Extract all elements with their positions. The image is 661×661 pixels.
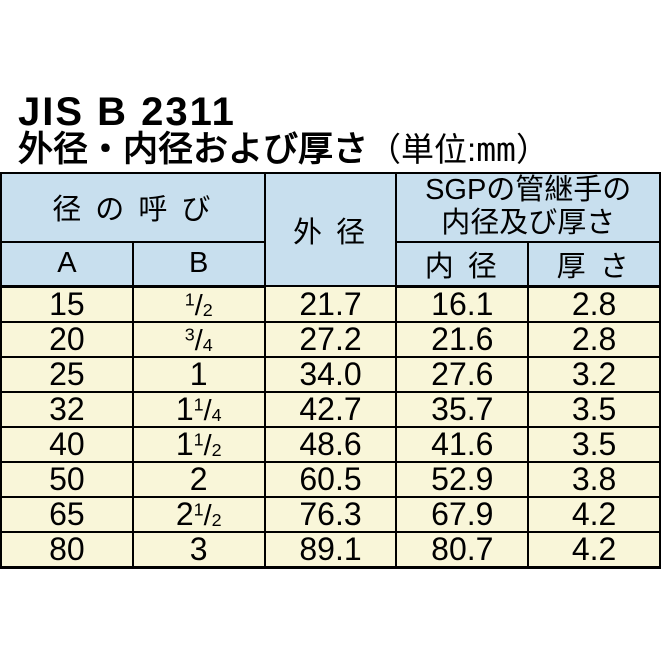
- table-header: 径 の 呼 び 外 径 SGPの管継手の 内径及び厚さ A B 内 径 厚 さ: [0, 171, 661, 288]
- cell-a: 32: [0, 390, 134, 428]
- page-subtitle: 外径・内径および厚さ（単位:mm）: [18, 132, 549, 167]
- unit-mm: mm: [476, 130, 516, 169]
- cell-a: 50: [0, 460, 134, 498]
- b-denominator: 4: [202, 334, 213, 355]
- b-denominator: 2: [211, 509, 222, 530]
- cell-b: 3: [131, 530, 266, 569]
- b-slash: /: [194, 324, 203, 357]
- header-sgp-line2: 内径及び厚さ: [441, 207, 616, 240]
- header-row-1: 径 の 呼 び 外 径 SGPの管継手の 内径及び厚さ: [0, 171, 661, 288]
- table-row: 25 1 34.0 27.6 3.2: [0, 355, 661, 393]
- cell-a: 65: [0, 495, 134, 533]
- cell-thickness: 2.8: [527, 320, 661, 358]
- cell-outer-diameter: 76.3: [263, 495, 398, 533]
- b-numerator: 1: [193, 429, 204, 450]
- cell-b: 11/2: [131, 425, 266, 463]
- cell-b: 2: [131, 460, 266, 498]
- header-inner-diameter: 内 径: [395, 240, 530, 288]
- cell-outer-diameter: 21.7: [263, 285, 398, 323]
- cell-b: 1: [131, 355, 266, 393]
- cell-a: 25: [0, 355, 134, 393]
- cell-outer-diameter: 48.6: [263, 425, 398, 463]
- table-row: 40 11/2 48.6 41.6 3.5: [0, 425, 661, 463]
- table-row: 65 21/2 76.3 67.9 4.2: [0, 495, 661, 533]
- cell-inner-diameter: 41.6: [395, 425, 530, 463]
- header-row-2: A B 内 径 厚 さ: [0, 240, 661, 288]
- cell-a: 40: [0, 425, 134, 463]
- b-numerator: 1: [193, 499, 204, 520]
- b-slash: /: [203, 499, 212, 532]
- b-slash: /: [203, 394, 212, 427]
- b-slash: /: [203, 429, 212, 462]
- subtitle-text: 外径・内径および厚さ: [18, 130, 369, 169]
- header-col-a: A: [0, 240, 134, 288]
- table-row: 15 1/2 21.7 16.1 2.8: [0, 285, 661, 323]
- cell-b: 1/2: [131, 285, 266, 323]
- cell-inner-diameter: 21.6: [395, 320, 530, 358]
- table-body: 15 1/2 21.7 16.1 2.8 20 3/4 27.2 21.6 2.…: [0, 285, 661, 569]
- cell-thickness: 2.8: [527, 285, 661, 323]
- b-denominator: 2: [202, 299, 213, 320]
- table-row: 50 2 60.5 52.9 3.8: [0, 460, 661, 498]
- header-thickness: 厚 さ: [527, 240, 661, 288]
- cell-inner-diameter: 80.7: [395, 530, 530, 569]
- cell-thickness: 4.2: [527, 530, 661, 569]
- b-whole: 2: [189, 460, 208, 497]
- cell-outer-diameter: 60.5: [263, 460, 398, 498]
- table-row: 32 11/4 42.7 35.7 3.5: [0, 390, 661, 428]
- unit-close: ）: [515, 131, 549, 168]
- b-denominator: 2: [211, 439, 222, 460]
- table-row: 20 3/4 27.2 21.6 2.8: [0, 320, 661, 358]
- b-whole: 2: [175, 495, 194, 532]
- cell-inner-diameter: 16.1: [395, 285, 530, 323]
- cell-outer-diameter: 27.2: [263, 320, 398, 358]
- cell-inner-diameter: 52.9: [395, 460, 530, 498]
- spec-table: 径 の 呼 び 外 径 SGPの管継手の 内径及び厚さ A B 内 径 厚 さ …: [0, 171, 661, 569]
- cell-b: 11/4: [131, 390, 266, 428]
- page-title: JIS B 2311: [18, 90, 236, 134]
- cell-a: 20: [0, 320, 134, 358]
- cell-b: 21/2: [131, 495, 266, 533]
- cell-thickness: 3.5: [527, 390, 661, 428]
- cell-a: 80: [0, 530, 134, 569]
- unit-open: （単位:: [368, 131, 477, 168]
- b-numerator: 1: [193, 394, 204, 415]
- cell-thickness: 4.2: [527, 495, 661, 533]
- header-outer-diameter: 外 径: [263, 171, 398, 288]
- header-size-designation: 径 の 呼 び: [0, 172, 266, 243]
- cell-inner-diameter: 35.7: [395, 390, 530, 428]
- cell-thickness: 3.8: [527, 460, 661, 498]
- cell-outer-diameter: 34.0: [263, 355, 398, 393]
- table-row: 80 3 89.1 80.7 4.2: [0, 530, 661, 569]
- cell-inner-diameter: 27.6: [395, 355, 530, 393]
- b-numerator: 3: [184, 324, 195, 345]
- b-whole: 3: [189, 530, 208, 567]
- b-denominator: 4: [211, 404, 222, 425]
- b-slash: /: [194, 289, 203, 322]
- cell-outer-diameter: 89.1: [263, 530, 398, 569]
- header-sgp-group: SGPの管継手の 内径及び厚さ: [395, 172, 661, 243]
- header-col-b: B: [131, 240, 266, 288]
- cell-thickness: 3.2: [527, 355, 661, 393]
- cell-inner-diameter: 67.9: [395, 495, 530, 533]
- header-sgp-line1: SGPの管継手の: [425, 174, 632, 206]
- cell-outer-diameter: 42.7: [263, 390, 398, 428]
- cell-b: 3/4: [131, 320, 266, 358]
- b-numerator: 1: [184, 289, 195, 310]
- b-whole: 1: [175, 390, 194, 427]
- subtitle-unit: （単位:mm）: [368, 131, 549, 168]
- b-whole: 1: [175, 425, 194, 462]
- cell-a: 15: [0, 285, 134, 323]
- b-whole: 1: [189, 355, 208, 392]
- cell-thickness: 3.5: [527, 425, 661, 463]
